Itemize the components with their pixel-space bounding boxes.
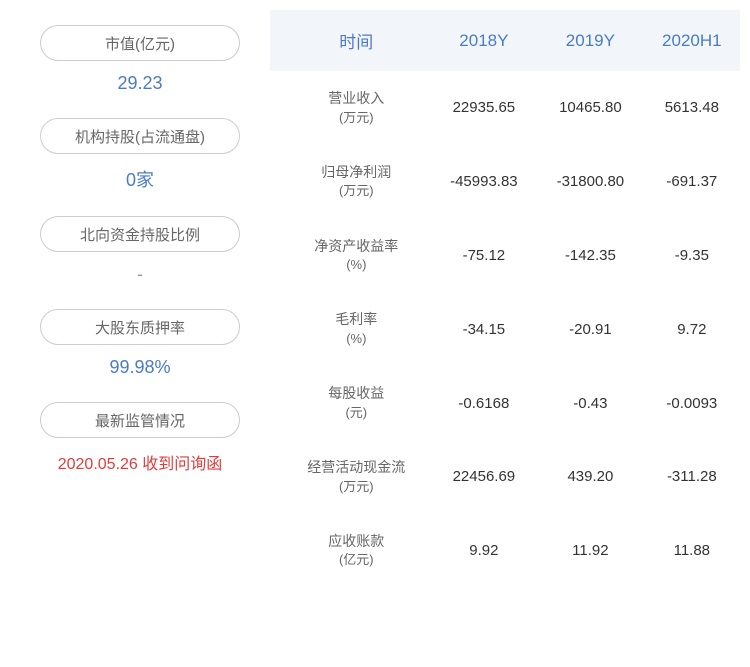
table-row: 归母净利润(万元) -45993.83 -31800.80 -691.37 bbox=[270, 145, 740, 219]
cell-value: -31800.80 bbox=[537, 145, 644, 219]
metric-net-profit: 归母净利润(万元) bbox=[270, 145, 431, 219]
regulatory-status-label: 最新监管情况 bbox=[40, 402, 240, 438]
cell-value: 439.20 bbox=[537, 440, 644, 514]
table-row: 每股收益(元) -0.6168 -0.43 -0.0093 bbox=[270, 366, 740, 440]
metric-roe: 净资产收益率(%) bbox=[270, 219, 431, 293]
market-cap-value: 29.23 bbox=[117, 73, 162, 94]
cell-value: 11.92 bbox=[537, 514, 644, 588]
table-row: 毛利率(%) -34.15 -20.91 9.72 bbox=[270, 292, 740, 366]
metric-opcf: 经营活动现金流(万元) bbox=[270, 440, 431, 514]
cell-value: 10465.80 bbox=[537, 71, 644, 145]
cell-value: -34.15 bbox=[431, 292, 538, 366]
header-time: 时间 bbox=[270, 10, 431, 71]
financial-table-panel: 时间 2018Y 2019Y 2020H1 营业收入(万元) 22935.65 … bbox=[270, 10, 740, 657]
table-row: 经营活动现金流(万元) 22456.69 439.20 -311.28 bbox=[270, 440, 740, 514]
table-row: 营业收入(万元) 22935.65 10465.80 5613.48 bbox=[270, 71, 740, 145]
cell-value: -0.0093 bbox=[644, 366, 740, 440]
header-2020h1: 2020H1 bbox=[644, 10, 740, 71]
pledge-ratio-value: 99.98% bbox=[109, 357, 170, 378]
table-body: 营业收入(万元) 22935.65 10465.80 5613.48 归母净利润… bbox=[270, 71, 740, 587]
table-header-row: 时间 2018Y 2019Y 2020H1 bbox=[270, 10, 740, 71]
financial-table: 时间 2018Y 2019Y 2020H1 营业收入(万元) 22935.65 … bbox=[270, 10, 740, 587]
left-summary-panel: 市值(亿元) 29.23 机构持股(占流通盘) 0家 北向资金持股比例 - 大股… bbox=[10, 10, 270, 657]
regulatory-status-value: 2020.05.26 收到问询函 bbox=[58, 450, 223, 474]
cell-value: 11.88 bbox=[644, 514, 740, 588]
cell-value: 22456.69 bbox=[431, 440, 538, 514]
cell-value: -75.12 bbox=[431, 219, 538, 293]
cell-value: -311.28 bbox=[644, 440, 740, 514]
cell-value: -20.91 bbox=[537, 292, 644, 366]
cell-value: -9.35 bbox=[644, 219, 740, 293]
table-row: 应收账款(亿元) 9.92 11.92 11.88 bbox=[270, 514, 740, 588]
metric-gross-margin: 毛利率(%) bbox=[270, 292, 431, 366]
northbound-ratio-label: 北向资金持股比例 bbox=[40, 216, 240, 252]
cell-value: -45993.83 bbox=[431, 145, 538, 219]
metric-ar: 应收账款(亿元) bbox=[270, 514, 431, 588]
institutional-holdings-value: 0家 bbox=[126, 166, 154, 192]
cell-value: -0.6168 bbox=[431, 366, 538, 440]
cell-value: 5613.48 bbox=[644, 71, 740, 145]
cell-value: -142.35 bbox=[537, 219, 644, 293]
pledge-ratio-label: 大股东质押率 bbox=[40, 309, 240, 345]
northbound-ratio-value: - bbox=[137, 264, 143, 285]
cell-value: 9.72 bbox=[644, 292, 740, 366]
cell-value: -0.43 bbox=[537, 366, 644, 440]
cell-value: 22935.65 bbox=[431, 71, 538, 145]
table-row: 净资产收益率(%) -75.12 -142.35 -9.35 bbox=[270, 219, 740, 293]
metric-revenue: 营业收入(万元) bbox=[270, 71, 431, 145]
metric-eps: 每股收益(元) bbox=[270, 366, 431, 440]
institutional-holdings-label: 机构持股(占流通盘) bbox=[40, 118, 240, 154]
market-cap-label: 市值(亿元) bbox=[40, 25, 240, 61]
cell-value: 9.92 bbox=[431, 514, 538, 588]
header-2018: 2018Y bbox=[431, 10, 538, 71]
cell-value: -691.37 bbox=[644, 145, 740, 219]
header-2019: 2019Y bbox=[537, 10, 644, 71]
